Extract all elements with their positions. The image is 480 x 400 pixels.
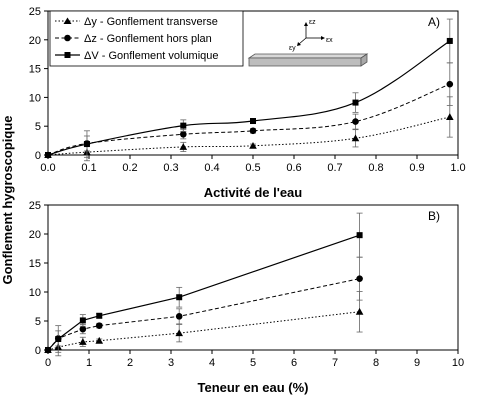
legend-label-transverse: Δy - Gonflement transverse <box>84 16 218 28</box>
panel-a-point-hors-plan <box>180 130 187 138</box>
panel-b-point-volumique <box>96 312 103 319</box>
panel-b-y-tick-label: 15 <box>29 258 41 270</box>
panel-a-x-tick-label: 0.6 <box>286 162 301 174</box>
panel-b-series-line-hors-plan <box>47 278 360 351</box>
panel-a-series-line-hors-plan <box>47 83 450 156</box>
panel-a-x-tick-label: 1.0 <box>450 162 465 174</box>
panel-a-point-transverse <box>249 141 257 149</box>
strain-label-y: εy <box>289 45 296 52</box>
panel-a-y-tick-label: 25 <box>29 6 41 18</box>
panel-a-point-volumique <box>446 37 453 44</box>
strain-label-x: εx <box>326 37 333 44</box>
specimen-sketch: εz εx εy <box>247 19 369 67</box>
panel-b-point-hors-plan <box>175 313 183 320</box>
panel-a-x-axis-label: Activité de l'eau <box>204 185 303 200</box>
panel-b-point-hors-plan <box>79 325 87 333</box>
panel-b-x-axis-label: Teneur en eau (%) <box>197 380 308 395</box>
panel-a-x-tick-label: 0.2 <box>122 162 137 174</box>
panel-b-point-transverse <box>175 329 183 337</box>
circle-marker-icon <box>64 34 71 42</box>
triangle-marker-icon <box>63 17 72 24</box>
panel-b-point-transverse <box>95 336 104 344</box>
legend-entry-transverse: Δy - Gonflement transverse <box>55 16 218 28</box>
panel-a-x-tick-label: 0.9 <box>409 162 424 174</box>
panel-a-point-volumique <box>83 141 90 148</box>
panel-b-y-tick-label: 5 <box>35 316 41 328</box>
panel-a-point-volumique <box>250 118 256 125</box>
panel-a-x-tick-label: 0.7 <box>327 162 342 174</box>
panel-a-point-transverse <box>446 113 454 120</box>
panel-a-activity-chart: 0.0 0.1 0.2 0.3 0.4 0.5 0.6 0.7 0.8 0.9 1.0 0 5 10 15 2… <box>29 6 466 200</box>
panel-a-x-tick-label: 0.5 <box>245 162 260 174</box>
panel-b-x-tick-label: 6 <box>291 357 297 369</box>
panel-a-x-tick-label: 0.8 <box>368 162 383 174</box>
panel-b-x-tick-label: 7 <box>332 357 338 369</box>
panel-b-point-volumique <box>356 232 363 239</box>
panel-b-point-volumique <box>45 347 51 353</box>
panel-a-y-tick-label: 20 <box>29 35 41 47</box>
panel-b-plot-frame <box>47 204 459 351</box>
panel-b-x-tick-label: 8 <box>373 357 379 369</box>
panel-a-y-tick-label: 10 <box>29 92 41 104</box>
panel-a-point-transverse <box>179 143 188 150</box>
panel-a-x-tick-label: 0.0 <box>40 162 55 174</box>
panel-b-y-tick-label: 20 <box>29 229 41 241</box>
panel-a-y-tick-label: 0 <box>35 150 41 162</box>
y-axis-label: Gonflement hygroscopique <box>0 115 15 284</box>
panel-b-point-volumique <box>176 294 183 301</box>
panel-a-point-hors-plan <box>352 118 359 125</box>
panel-a-series-line-transverse <box>47 116 450 156</box>
strain-label-z: εz <box>309 19 316 26</box>
legend-label-volumique: ΔV - Gonflement volumique <box>84 50 219 62</box>
panel-b-x-tick-label: 5 <box>250 357 256 369</box>
panel-a-y-tick-label: 15 <box>29 64 41 76</box>
panel-a-x-tick-label: 0.4 <box>204 162 219 174</box>
panel-a-point-hors-plan <box>446 80 454 88</box>
square-marker-icon <box>64 52 71 58</box>
panel-a-point-volumique <box>352 99 359 106</box>
specimen-bar-icon <box>247 53 369 59</box>
panel-b-point-hors-plan <box>95 322 103 329</box>
legend-entry-hors-plan: Δz - Gonflement hors plan <box>55 33 212 45</box>
panel-a-point-volumique <box>180 122 187 129</box>
legend: Δy - Gonflement transverse Δz - Gonfleme… <box>49 10 244 67</box>
panel-a-y-tick-label: 5 <box>35 121 41 133</box>
legend-entry-volumique: ΔV - Gonflement volumique <box>55 50 219 62</box>
panel-b-point-transverse <box>79 338 87 345</box>
panel-b-y-tick-label: 25 <box>29 200 41 212</box>
panel-b-x-tick-label: 1 <box>86 357 92 369</box>
panel-b-y-tick-label: 10 <box>29 287 41 299</box>
legend-label-hors-plan: Δz - Gonflement hors plan <box>84 33 212 45</box>
panel-b-x-tick-label: 2 <box>127 357 133 369</box>
panel-a-x-tick-label: 0.1 <box>81 162 96 174</box>
panel-a-point-transverse <box>351 134 360 142</box>
panel-b-x-tick-label: 4 <box>209 357 215 369</box>
panel-a-panel-label: A) <box>428 15 440 29</box>
legend-box <box>49 10 244 67</box>
strain-axes-icon <box>297 22 325 46</box>
panel-b-panel-label: B) <box>428 209 440 223</box>
panel-b-series-line-volumique <box>47 234 360 351</box>
panel-b-point-hors-plan <box>356 275 363 282</box>
panel-b-y-tick-label: 0 <box>35 345 41 357</box>
panel-b-x-tick-label: 3 <box>168 357 174 369</box>
panel-b-water-content-chart: 0 1 2 3 4 5 6 7 8 9 10 0 5 10 15 20 25 Teneur en eau (%) B… <box>29 200 464 395</box>
panel-b-x-tick-label: 0 <box>45 357 51 369</box>
panel-b-point-transverse <box>355 307 364 315</box>
panel-b-x-tick-label: 9 <box>414 357 420 369</box>
panel-a-point-hors-plan <box>249 127 257 135</box>
panel-b-x-tick-label: 10 <box>452 357 464 369</box>
panel-a-point-volumique <box>45 152 51 158</box>
panel-b-point-volumique <box>79 317 86 324</box>
panel-a-x-tick-label: 0.3 <box>163 162 178 174</box>
panel-b-point-volumique <box>55 335 62 342</box>
